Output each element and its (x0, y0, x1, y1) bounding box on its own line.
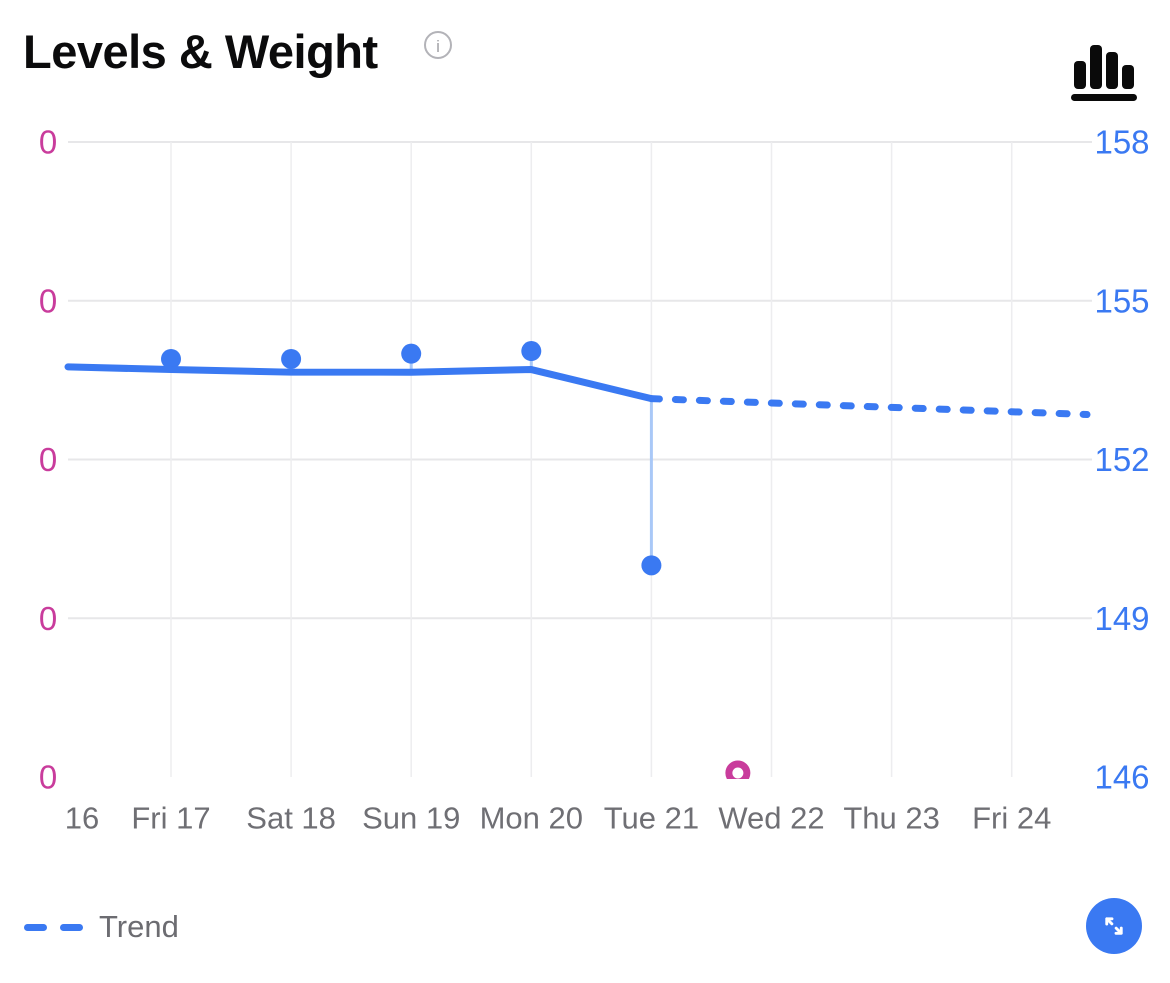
chart-legend: Trend (24, 903, 179, 951)
weight-data-point[interactable] (161, 348, 181, 369)
bar-icon-baseline (1071, 94, 1137, 101)
x-axis-label: Thu 23 (843, 801, 940, 836)
bar-chart-icon[interactable] (1071, 45, 1137, 101)
x-axis-label: Wed 22 (718, 801, 824, 836)
x-axis-label: Tue 21 (604, 801, 699, 836)
page-title: Levels & Weight (23, 25, 378, 78)
weight-data-point[interactable] (521, 341, 542, 362)
y-axis-left-label: 0 (39, 759, 57, 796)
x-axis-label: Fri 17 (131, 801, 210, 836)
weight-data-point[interactable] (281, 348, 302, 369)
y-axis-left-label: 0 (39, 124, 57, 161)
expand-chart-button[interactable] (1086, 898, 1142, 954)
expand-diagonal-arrows-icon (1105, 917, 1123, 935)
weight-trend-solid-line (64, 363, 655, 403)
bar-chart-icon-bars (1071, 45, 1137, 89)
x-axis-label: 16 (65, 801, 99, 836)
x-axis-label: Fri 24 (972, 801, 1051, 836)
x-axis-label: Sun 19 (362, 801, 460, 836)
weight-data-point[interactable] (641, 555, 662, 576)
x-axis-label: Sat 18 (246, 801, 336, 836)
levels-ring-marker[interactable] (725, 760, 751, 782)
x-axis-label: Mon 20 (480, 801, 583, 836)
bar-icon-bar (1074, 61, 1086, 89)
weight-data-point[interactable] (401, 343, 422, 364)
y-axis-left-label: 0 (39, 600, 57, 637)
y-axis-left-label: 0 (39, 441, 57, 478)
info-icon[interactable]: i (424, 31, 452, 59)
trend-dashed-line-icon (24, 923, 83, 931)
y-axis-right-label: 146 (1094, 759, 1149, 796)
bar-icon-bar (1106, 52, 1118, 89)
bar-icon-bar (1122, 65, 1134, 89)
legend-trend-label: Trend (99, 909, 179, 944)
y-axis-left-label: 0 (39, 282, 57, 319)
y-axis-right-label: 152 (1094, 441, 1149, 478)
y-axis-right-label: 149 (1094, 600, 1149, 637)
bar-icon-bar (1090, 45, 1102, 89)
y-axis-right-label: 155 (1094, 282, 1149, 319)
y-axis-right-label: 158 (1094, 124, 1149, 161)
weight-trend-projected-line (647, 395, 1091, 419)
